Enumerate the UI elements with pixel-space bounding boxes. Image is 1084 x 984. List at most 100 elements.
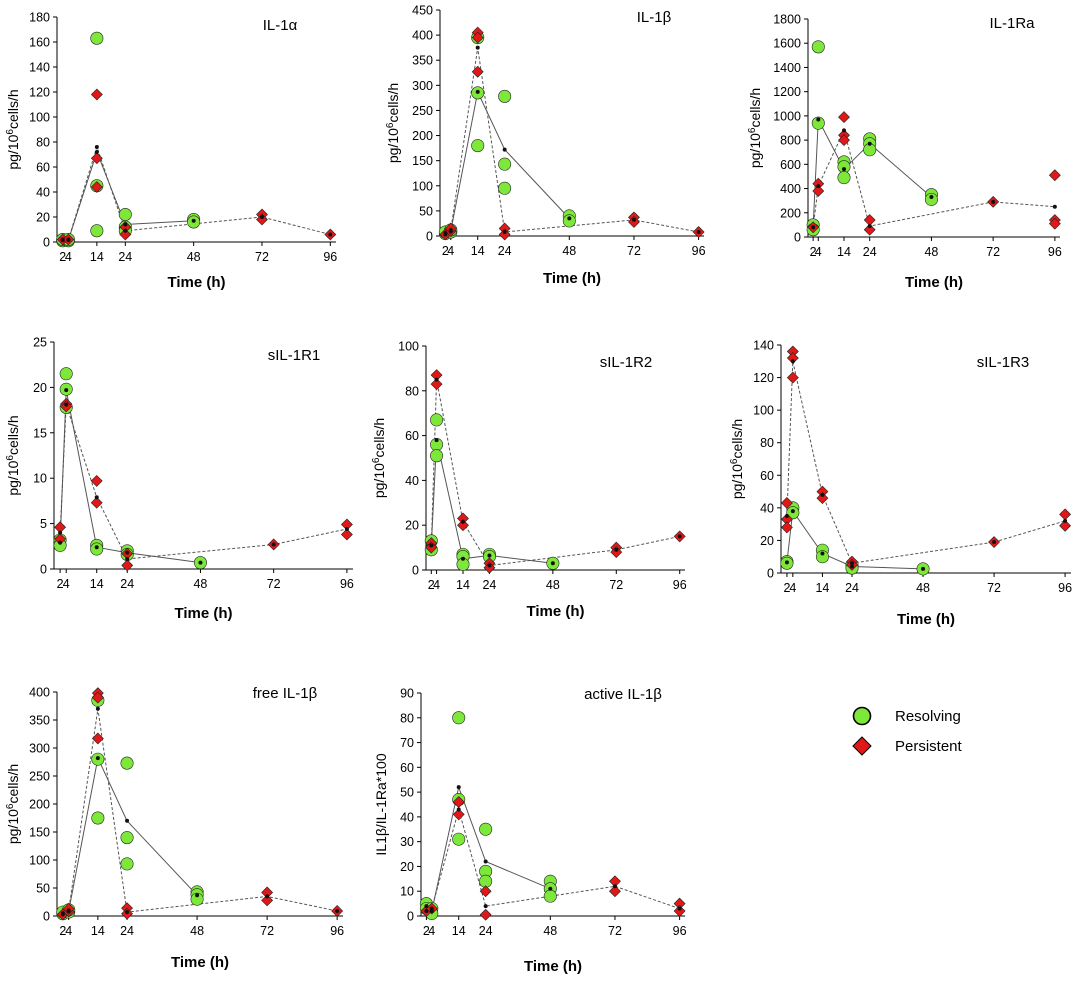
mean-dot [429,543,434,548]
persistent-mean-line [812,128,1055,228]
y-tick-label: 200 [412,129,433,143]
mean-dot [456,807,461,812]
mean-dot [66,908,71,913]
x-tick-label: 2 [59,924,66,938]
mean-dot [487,553,492,558]
y-tick-label: 90 [400,687,414,701]
y-label-part: cells/h [5,764,21,804]
persistent-point [498,228,511,241]
persistent-point [430,378,443,391]
y-tick-label: 0 [767,567,774,581]
x-tick-label: 96 [1058,581,1072,595]
resolving-point [120,857,134,871]
chart-panel: 0 200 400 600 800 1000 1200 1400 1600 1800 24 14 24 4… [747,13,1062,292]
x-tick-label: 2 [428,578,435,592]
mean-dot [842,167,846,172]
chart-panel: 0 50 100 150 200 250 300 350 400 450 24 14 24 48 72 96 I… [385,4,706,288]
x-tick-label: 48 [562,244,576,258]
y-tick-label: 200 [780,206,801,220]
y-axis-label: pg/106cells/h [747,88,763,168]
mean-dot [94,545,99,550]
x-tick-label: 14 [90,250,104,264]
y-label-part: cells/h [385,83,401,123]
y-tick-label: 5 [40,517,47,531]
mean-dot [475,89,480,94]
mean-dot [992,540,997,545]
mean-dot [614,547,619,552]
resolving-point [430,449,444,463]
mean-dot [424,904,429,909]
mean-dot [94,495,99,500]
chart-panel: 0 10 20 30 40 50 60 70 80 90 24 14 24 48 72 96 active IL… [373,686,687,975]
mean-dot [502,229,507,234]
persistent-point [1048,169,1061,182]
mean-dot [125,818,130,823]
x-tick-label: 14 [452,924,466,938]
persistent-mean-line [445,47,699,235]
mean-dot [259,215,264,219]
y-tick-label: 120 [29,86,50,100]
resolving-point [120,756,134,770]
resolving-point [59,367,73,381]
x-tick-label: 48 [543,924,557,938]
persistent-mean-line [62,145,331,240]
chart-title: free IL-1β [253,685,318,702]
resolving-point [430,413,444,427]
y-tick-label: 20 [760,534,774,548]
x-axis-label: Time (h) [174,605,232,622]
x-tick-label: 14 [837,245,851,259]
persistent-point [673,905,686,917]
y-label-superscript: 6 [371,457,382,463]
mean-dot [1063,518,1068,523]
x-tick-label: 14 [90,577,104,591]
mean-dot [677,534,682,539]
y-tick-label: 160 [29,36,50,50]
y-tick-label: 80 [405,384,419,398]
mean-dot [487,563,492,568]
mean-dot [929,195,934,200]
y-tick-label: 100 [29,854,50,868]
y-tick-label: 20 [33,381,47,395]
resolving-point [498,181,512,195]
resolving-point [815,550,829,564]
x-tick-label: 24 [479,924,493,938]
resolving-point [471,139,485,153]
x-tick-label: 2 [783,581,790,595]
mean-dot [820,551,825,556]
persistent-point [816,492,829,505]
resolving-mean-line [59,390,201,564]
x-tick-label: 48 [187,250,201,264]
mean-dot [191,218,196,223]
x-tick-label: 4 [65,924,72,938]
x-tick-label: 2 [59,250,66,264]
mean-dot [271,542,276,547]
chart-title: active IL-1β [584,686,662,703]
legend-label-persistent: Persistent [895,738,963,755]
persistent-point [786,352,799,364]
x-tick-label: 96 [673,924,687,938]
x-axis-label: Time (h) [905,274,963,291]
mean-dot [867,141,872,146]
y-tick-label: 300 [412,79,433,93]
y-tick-label: 20 [36,211,50,225]
mean-dot [123,222,128,227]
mean-dot [434,438,439,443]
y-tick-label: 100 [753,404,774,418]
y-tick-label: 400 [29,686,50,700]
x-tick-label: 2 [810,245,817,259]
mean-dot [816,184,821,189]
mean-dot [58,530,63,535]
legend-marker-resolving [852,706,872,726]
persistent-mean-line [426,807,680,912]
x-tick-label: 2 [423,924,430,938]
persistent-point [121,559,134,572]
y-label-part: cells/h [729,419,745,459]
mean-dot [125,910,130,915]
persistent-mean-line [62,708,338,915]
persistent-point [471,65,484,78]
y-tick-label: 250 [412,104,433,118]
y-tick-label: 40 [400,810,414,824]
persistent-point [1059,519,1072,532]
x-tick-label: 72 [627,244,641,258]
mean-dot [443,232,448,237]
